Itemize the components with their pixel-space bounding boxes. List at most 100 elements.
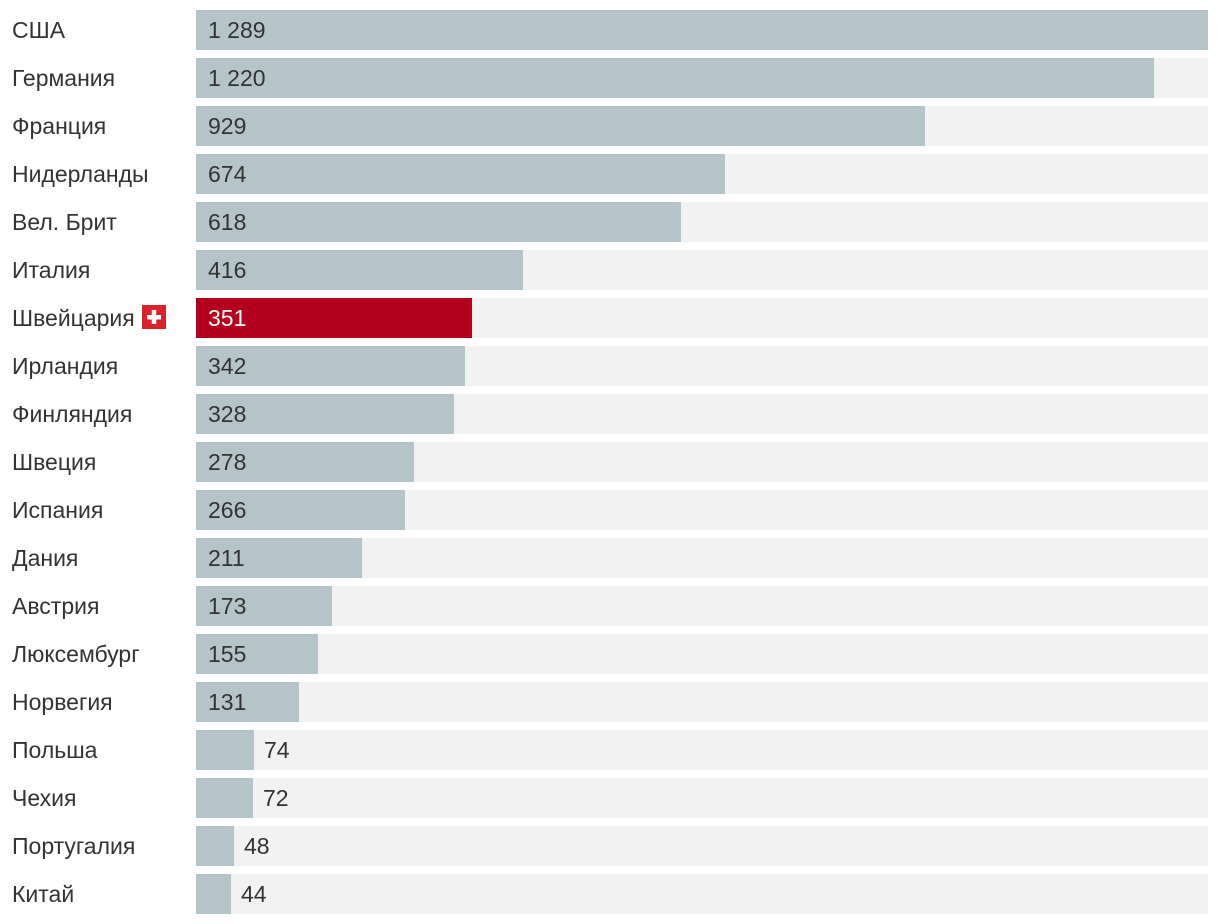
bar-row: Ирландия 342: [0, 346, 1220, 386]
bar-track: [196, 826, 1208, 866]
value-label: 618: [208, 209, 247, 235]
bar-row: Италия 416: [0, 250, 1220, 290]
value-label: 929: [208, 113, 247, 139]
category-label: Швейцария: [12, 298, 166, 338]
bar: [196, 202, 681, 242]
bar: [196, 442, 414, 482]
bar: [196, 634, 318, 674]
category-label-text: Португалия: [12, 833, 136, 859]
category-label: Польша: [12, 730, 97, 770]
category-label-text: Германия: [12, 65, 116, 91]
category-label: Испания: [12, 490, 103, 530]
category-label-text: Вел. Брит: [12, 209, 117, 235]
value-label: 342: [208, 353, 247, 379]
category-label-text: США: [12, 17, 66, 43]
bar-row: Китай 44: [0, 874, 1220, 914]
bar-track: [196, 778, 1208, 818]
bar: [196, 586, 332, 626]
category-label: Люксембург: [12, 634, 140, 674]
category-label-text: Польша: [12, 737, 98, 763]
category-label-text: Швеция: [12, 449, 97, 475]
bar-row: Дания 211: [0, 538, 1220, 578]
category-label: Ирландия: [12, 346, 118, 386]
bar: [196, 346, 465, 386]
bar-row: Чехия 72: [0, 778, 1220, 818]
value-label: 48: [244, 833, 270, 859]
value-label: 44: [241, 881, 267, 907]
bar-row: Норвегия 131: [0, 682, 1220, 722]
category-label: США: [12, 10, 65, 50]
category-label-text: Люксембург: [12, 641, 140, 667]
category-label: Нидерланды: [12, 154, 149, 194]
category-label-text: Норвегия: [12, 689, 113, 715]
value-label: 674: [208, 161, 247, 187]
category-label: Вел. Брит: [12, 202, 117, 242]
bar-row: Люксембург 155: [0, 634, 1220, 674]
value-label: 155: [208, 641, 247, 667]
category-label: Франция: [12, 106, 106, 146]
bar: [196, 538, 362, 578]
category-label-text: Финляндия: [12, 401, 133, 427]
value-label: 1 220: [208, 65, 266, 91]
value-label: 416: [208, 257, 247, 283]
bar: [196, 250, 523, 290]
bar-row: Швейцария 351: [0, 298, 1220, 338]
bar-row: Польша 74: [0, 730, 1220, 770]
value-label: 173: [208, 593, 247, 619]
category-label: Германия: [12, 58, 115, 98]
category-label-text: Испания: [12, 497, 104, 523]
value-label: 266: [208, 497, 247, 523]
bar-track: [196, 682, 1208, 722]
bar: [196, 154, 725, 194]
bar-row: Австрия 173: [0, 586, 1220, 626]
bar: [196, 106, 925, 146]
bar-row: Португалия 48: [0, 826, 1220, 866]
value-label: 131: [208, 689, 247, 715]
category-label-text: Франция: [12, 113, 107, 139]
bar: [196, 778, 253, 818]
bar-row: Германия 1 220: [0, 58, 1220, 98]
bar-row: Испания 266: [0, 490, 1220, 530]
category-label: Португалия: [12, 826, 135, 866]
value-label: 211: [208, 545, 245, 571]
category-label-text: Дания: [12, 545, 79, 571]
bar: [196, 682, 299, 722]
category-label-text: Нидерланды: [12, 161, 149, 187]
value-label: 1 289: [208, 17, 266, 43]
bar: [196, 58, 1154, 98]
category-label: Чехия: [12, 778, 76, 818]
value-label: 351: [208, 305, 247, 331]
bar: [196, 394, 454, 434]
category-label: Финляндия: [12, 394, 132, 434]
value-label: 74: [264, 737, 290, 763]
category-label-text: Ирландия: [12, 353, 119, 379]
bar: [196, 10, 1208, 50]
category-label: Дания: [12, 538, 78, 578]
category-label: Норвегия: [12, 682, 113, 722]
value-label: 328: [208, 401, 247, 427]
bar-row: Нидерланды 674: [0, 154, 1220, 194]
bar-track: [196, 586, 1208, 626]
bar-row: Швеция 278: [0, 442, 1220, 482]
category-label-text: Италия: [12, 257, 91, 283]
bar: [196, 874, 231, 914]
bar: [196, 490, 405, 530]
category-label: Швеция: [12, 442, 96, 482]
bar-track: [196, 874, 1208, 914]
bar-track: [196, 538, 1208, 578]
value-label: 72: [263, 785, 289, 811]
bar: [196, 826, 234, 866]
category-label: Китай: [12, 874, 74, 914]
value-label: 278: [208, 449, 247, 475]
category-label-text: Швейцария: [12, 305, 135, 331]
category-label-text: Китай: [12, 881, 75, 907]
bar-track: [196, 730, 1208, 770]
category-label-text: Австрия: [12, 593, 100, 619]
bar: [196, 730, 254, 770]
category-label: Австрия: [12, 586, 99, 626]
bar-track: [196, 634, 1208, 674]
category-label-text: Чехия: [12, 785, 77, 811]
bar-row: Франция 929: [0, 106, 1220, 146]
bar-row: Вел. Брит 618: [0, 202, 1220, 242]
